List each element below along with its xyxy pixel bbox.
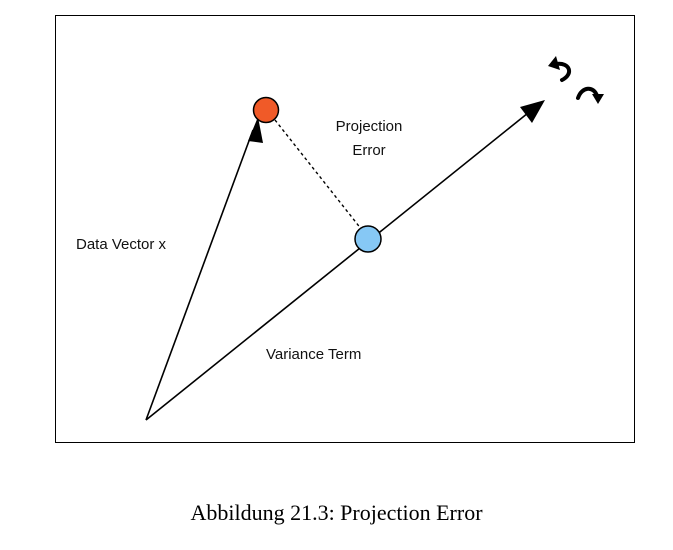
- variance-term-label: Variance Term: [266, 346, 361, 363]
- data-vector-label: Data Vector x: [76, 236, 167, 253]
- data-vector-arrowhead: [248, 117, 263, 143]
- projection-error-label-line1: Projection: [336, 118, 403, 135]
- principal-axis-line: [145, 112, 529, 421]
- principal-axis-arrowhead: [520, 100, 545, 123]
- projection-point: [354, 225, 382, 253]
- figure-caption: Abbildung 21.3: Projection Error: [190, 500, 483, 525]
- rotate-arrows-icon: [548, 56, 604, 104]
- projection-error-label-line2: Error: [352, 142, 385, 159]
- figure-frame: [55, 15, 635, 443]
- data-point: [252, 96, 280, 124]
- data-vector-line: [145, 129, 254, 421]
- projection-error-line: [274, 119, 363, 231]
